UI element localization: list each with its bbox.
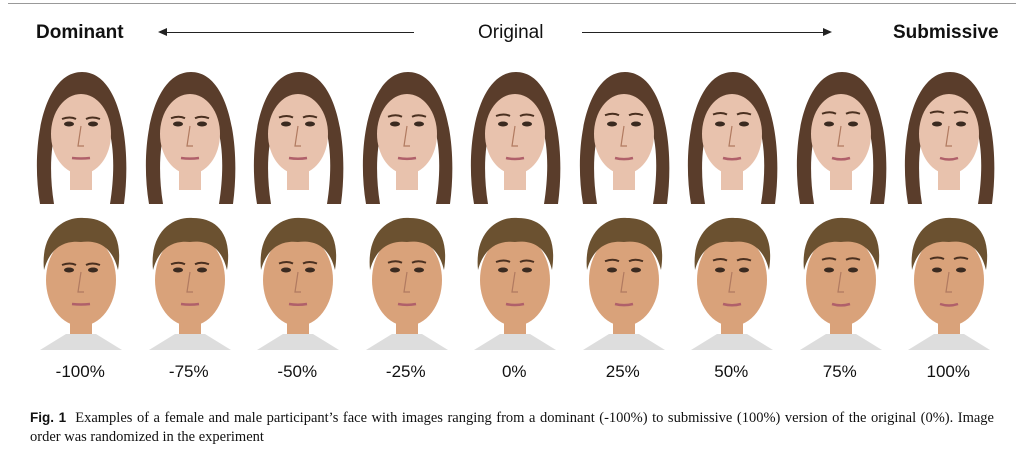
female-face-image: [894, 64, 1003, 204]
male-face-image: [894, 210, 1003, 350]
male-face-image: [243, 210, 352, 350]
male-face-image: [785, 210, 895, 350]
male-face-image: [568, 210, 678, 350]
female-face-image: [677, 64, 786, 204]
label-submissive: Submissive: [893, 22, 999, 43]
female-face-image: [243, 64, 352, 204]
level-label: -25%: [385, 362, 426, 381]
label-dominant: Dominant: [36, 22, 124, 43]
caption-text: Examples of a female and male participan…: [30, 410, 994, 445]
female-face-image: [26, 64, 135, 204]
arrow-left-icon: [158, 28, 414, 36]
female-face-image: [460, 64, 569, 204]
female-face-image: [134, 64, 244, 204]
male-face-image: [134, 210, 244, 350]
top-rule: [8, 3, 1016, 4]
female-face-image: [785, 64, 895, 204]
female-face-row: [26, 64, 1003, 204]
arrow-right-icon: [582, 28, 832, 36]
level-label: 25%: [605, 362, 640, 381]
level-labels: -100% -75% -50% -25% 0% 25% 50% 75% 100%: [26, 362, 1003, 382]
male-face-image: [677, 210, 786, 350]
male-face-image: [460, 210, 569, 350]
figure-caption: Fig. 1 Examples of a female and male par…: [30, 408, 994, 447]
male-face-row: [26, 210, 1003, 350]
male-face-image: [351, 210, 461, 350]
female-face-image: [568, 64, 678, 204]
label-original: Original: [478, 22, 544, 43]
figure-number: Fig. 1: [30, 410, 67, 425]
level-label: 100%: [926, 362, 970, 381]
level-label: 50%: [714, 362, 749, 381]
female-face-image: [351, 64, 461, 204]
level-label: 75%: [822, 362, 857, 381]
level-label: 0%: [501, 362, 527, 381]
level-label: -75%: [168, 362, 209, 381]
male-face-image: [26, 210, 135, 350]
level-label: -50%: [277, 362, 318, 381]
level-label: -100%: [55, 362, 105, 381]
